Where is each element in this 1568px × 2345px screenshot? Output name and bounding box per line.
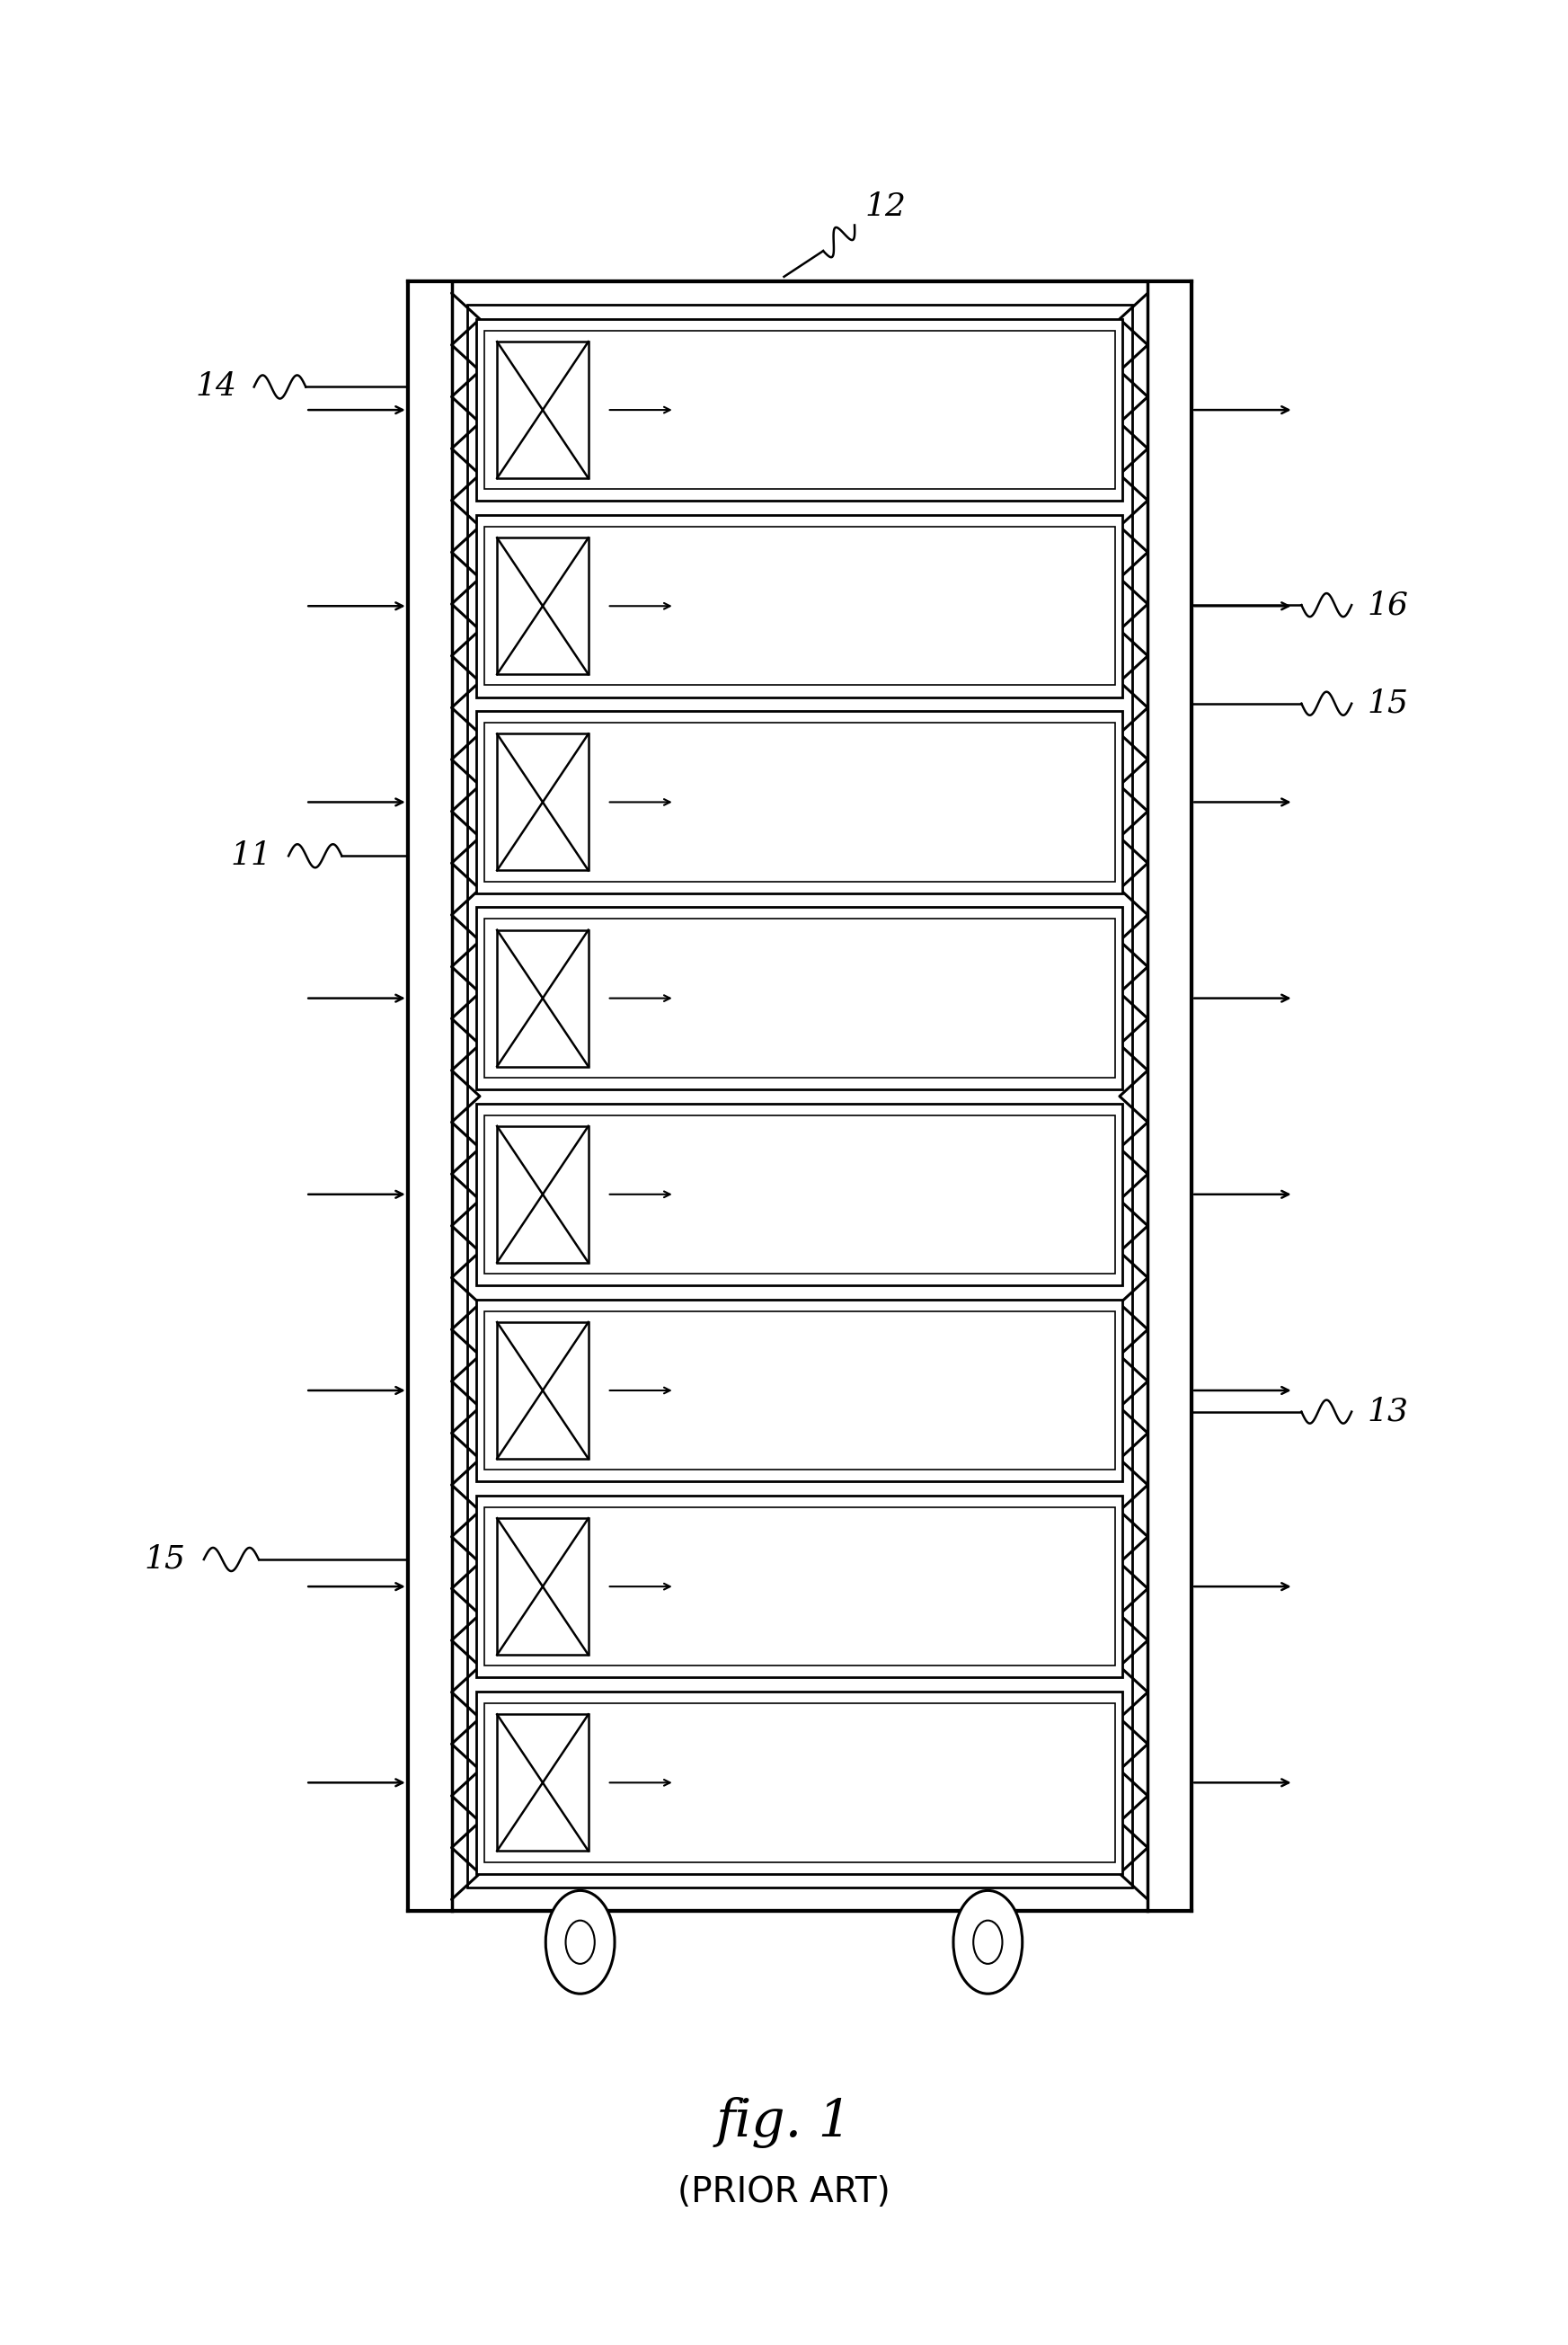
- Text: 15: 15: [1367, 687, 1408, 720]
- Bar: [477, 711, 1123, 893]
- Text: 11: 11: [230, 840, 271, 872]
- Bar: [477, 1104, 1123, 1285]
- Bar: [485, 919, 1115, 1079]
- Bar: [497, 1126, 588, 1262]
- Bar: [477, 319, 1123, 502]
- Bar: [485, 1311, 1115, 1470]
- Bar: [497, 1714, 588, 1850]
- Circle shape: [974, 1921, 1002, 1963]
- Bar: [485, 331, 1115, 490]
- Bar: [477, 1299, 1123, 1482]
- Text: (PRIOR ART): (PRIOR ART): [677, 2176, 891, 2209]
- Bar: [497, 1517, 588, 1656]
- Text: fig. 1: fig. 1: [717, 2096, 851, 2148]
- Bar: [477, 908, 1123, 1090]
- Text: 13: 13: [1367, 1395, 1408, 1428]
- Text: 16: 16: [1367, 589, 1408, 621]
- Bar: [408, 281, 452, 1911]
- Bar: [485, 528, 1115, 685]
- Bar: [497, 537, 588, 675]
- Text: 14: 14: [196, 371, 237, 403]
- Bar: [477, 1691, 1123, 1874]
- Bar: [497, 734, 588, 870]
- Text: 12: 12: [866, 190, 906, 223]
- Circle shape: [953, 1890, 1022, 1993]
- Bar: [485, 722, 1115, 882]
- Circle shape: [566, 1921, 594, 1963]
- Circle shape: [546, 1890, 615, 1993]
- Bar: [497, 1323, 588, 1459]
- Bar: [485, 1508, 1115, 1665]
- Bar: [1148, 281, 1192, 1911]
- Bar: [467, 305, 1132, 1888]
- Bar: [408, 281, 1192, 1911]
- Bar: [485, 1702, 1115, 1862]
- Bar: [497, 342, 588, 478]
- Bar: [477, 516, 1123, 696]
- Bar: [497, 931, 588, 1067]
- Text: 15: 15: [144, 1543, 185, 1576]
- Bar: [485, 1116, 1115, 1273]
- Bar: [477, 1496, 1123, 1677]
